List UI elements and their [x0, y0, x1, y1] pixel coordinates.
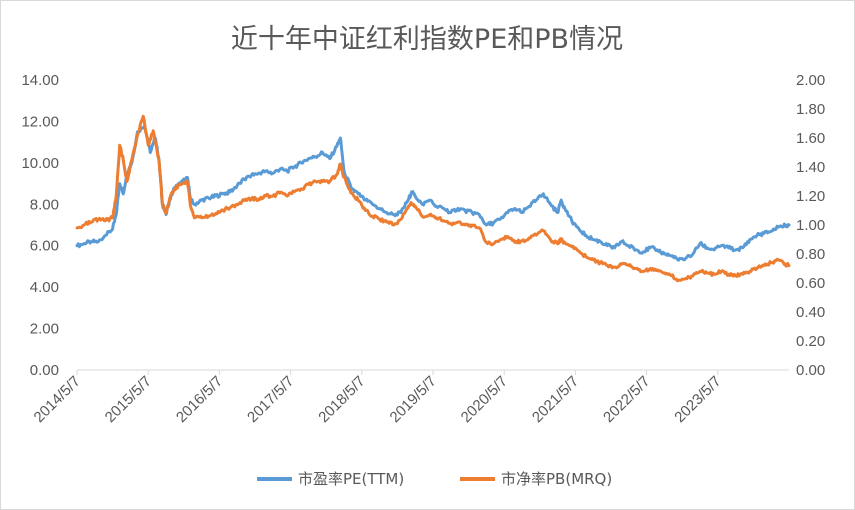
right-y-tick-label: 0.00	[796, 362, 825, 379]
pe-series-line	[75, 124, 791, 262]
pb-series-line	[75, 114, 791, 283]
right-y-tick-label: 1.00	[796, 217, 825, 234]
x-tick-label: 2014/5/7	[31, 373, 84, 426]
left-y-tick-label: 6.00	[30, 238, 59, 255]
left-y-tick-label: 8.00	[30, 196, 59, 213]
left-y-tick-label: 0.00	[30, 362, 59, 379]
legend-label-pe: 市盈率PE(TTM)	[298, 470, 404, 488]
x-tick-label: 2016/5/7	[173, 373, 226, 426]
left-y-tick-label: 2.00	[30, 321, 59, 338]
x-tick-label: 2022/5/7	[600, 373, 653, 426]
right-y-tick-label: 1.20	[796, 188, 825, 205]
x-tick-label: 2017/5/7	[244, 373, 297, 426]
left-y-tick-label: 14.00	[21, 72, 59, 89]
right-y-tick-label: 2.00	[796, 72, 825, 89]
x-tick-label: 2015/5/7	[102, 373, 155, 426]
x-tick-label: 2021/5/7	[529, 373, 582, 426]
left-y-tick-label: 10.00	[21, 155, 59, 172]
x-tick-label: 2023/5/7	[671, 373, 724, 426]
right-y-tick-label: 0.60	[796, 275, 825, 292]
x-tick-label: 2019/5/7	[387, 373, 440, 426]
legend: 市盈率PE(TTM) 市净率PB(MRQ)	[257, 470, 612, 488]
x-tick-label: 2020/5/7	[458, 373, 511, 426]
series-lines	[75, 114, 791, 283]
left-y-tick-label: 4.00	[30, 279, 59, 296]
right-y-tick-label: 0.40	[796, 304, 825, 321]
right-y-tick-label: 0.20	[796, 333, 825, 350]
left-y-tick-label: 12.00	[21, 113, 59, 130]
chart-title: 近十年中证红利指数PE和PB情况	[231, 24, 623, 55]
left-y-axis: 0.00 2.00 4.00 6.00 8.00 10.00 12.00 14.00	[21, 72, 59, 379]
x-tick-label: 2018/5/7	[315, 373, 368, 426]
right-y-tick-label: 1.80	[796, 101, 825, 118]
right-y-tick-label: 1.60	[796, 130, 825, 147]
legend-label-pb: 市净率PB(MRQ)	[501, 470, 612, 488]
right-y-tick-label: 1.40	[796, 159, 825, 176]
right-y-tick-label: 0.80	[796, 246, 825, 263]
right-y-axis: 0.00 0.20 0.40 0.60 0.80 1.00 1.20 1.40 1.60 1.80…	[796, 72, 825, 379]
x-axis: 2014/5/7 2015/5/7 2016/5/7 2017/5/7 2018/5/7…	[31, 370, 725, 426]
